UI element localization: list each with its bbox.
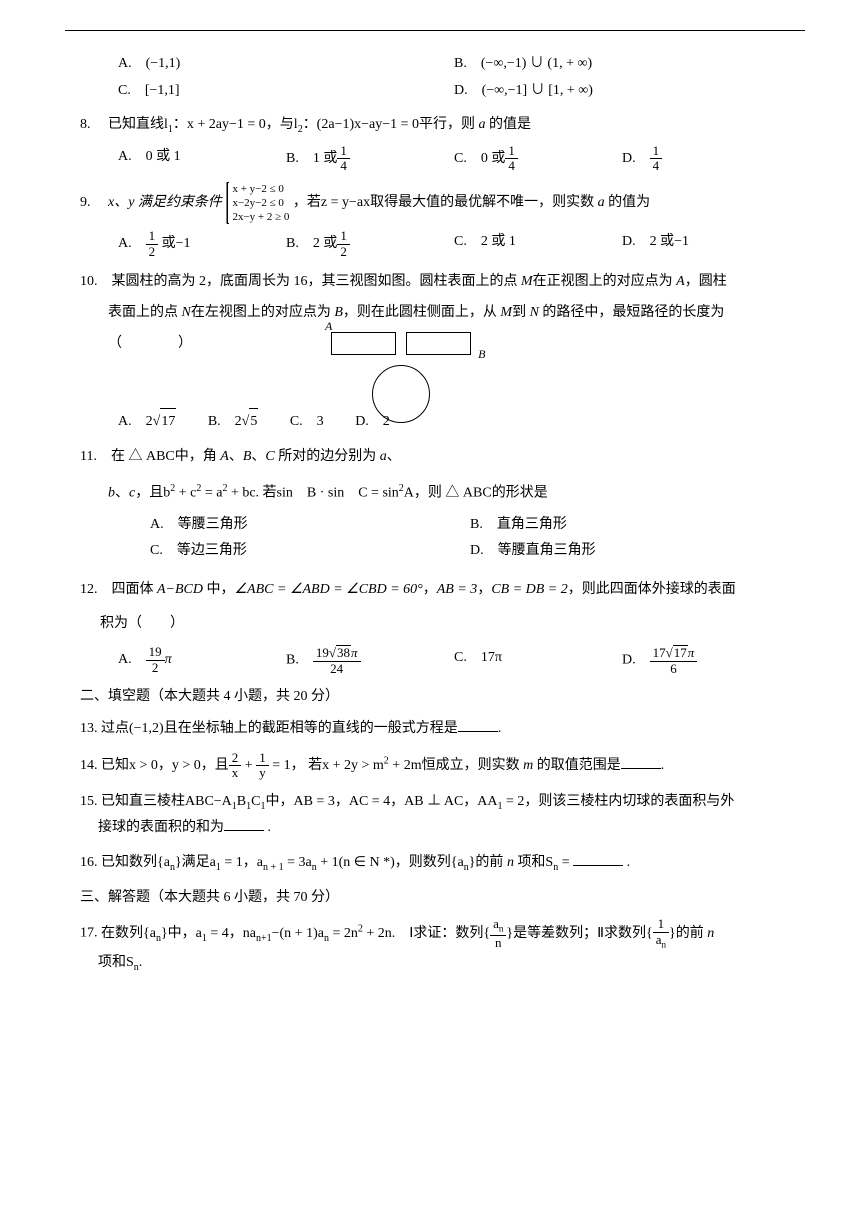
q10-opt-a: A. 217 bbox=[118, 414, 176, 429]
q15: 15. 已知直三棱柱ABC−A1B1C1中，AB = 3，AC = 4，AB ⊥… bbox=[80, 789, 790, 842]
q9-text: x、y 满足约束条件 x + y−2 ≤ 0 x−2y−2 ≤ 0 2x−y +… bbox=[108, 195, 650, 210]
q11-opt-d: D. 等腰直角三角形 bbox=[470, 538, 790, 565]
section-2-title: 二、填空题（本大题共 4 小题，共 20 分） bbox=[80, 684, 790, 711]
q11-opt-b: B. 直角三角形 bbox=[470, 512, 790, 539]
q14: 14. 已知x > 0，y > 0，且2x + 1y = 1， 若x + 2y … bbox=[80, 751, 790, 781]
q15-blank[interactable] bbox=[224, 817, 264, 831]
q10-opt-d: D. 2 bbox=[355, 414, 390, 429]
q16: 16. 已知数列{an}满足a1 = 1，an + 1 = 3an + 1(n … bbox=[80, 850, 790, 877]
q8-text4: 的值是 bbox=[486, 117, 532, 132]
q11-number: 11. bbox=[80, 444, 97, 471]
q9-opt-c: C. 2 或 1 bbox=[454, 229, 622, 259]
q7-options: A. (−1,1) B. (−∞,−1) ∪ (1, + ∞) C. [−1,1… bbox=[80, 51, 790, 104]
q8-text3: ：(2a−1)x−ay−1 = 0平行，则 bbox=[303, 117, 479, 132]
q11-opt-c: C. 等边三角形 bbox=[150, 538, 470, 565]
q11-opt-a: A. 等腰三角形 bbox=[150, 512, 470, 539]
q8: 8. 已知直线l1：x + 2ay−1 = 0，与l2：(2a−1)x−ay−1… bbox=[80, 112, 790, 173]
q10: 10. 某圆柱的高为 2，底面周长为 16，其三视图如图。圆柱表面上的点 M在正… bbox=[80, 267, 790, 436]
q10-label-a: A bbox=[325, 313, 332, 339]
q9-opt-a: A. 12 或−1 bbox=[118, 229, 286, 259]
q8-number: 8. bbox=[80, 112, 91, 139]
q11: 11. 在 △ ABC中，角 A、B、C 所对的边分别为 a、 b、c，且b2 … bbox=[80, 444, 790, 565]
q8-opt-b: B. 1 或14 bbox=[286, 144, 454, 174]
q8-opt-a: A. 0 或 1 bbox=[118, 144, 286, 174]
q7-opt-a: A. (−1,1) bbox=[118, 51, 454, 78]
q9: 9. x、y 满足约束条件 x + y−2 ≤ 0 x−2y−2 ≤ 0 2x−… bbox=[80, 182, 790, 259]
q12: 12. 四面体 A−BCD 中，∠ABC = ∠ABD = ∠CBD = 60°… bbox=[80, 573, 790, 676]
q12-line2: 积为（ ） bbox=[100, 607, 790, 641]
q10-opt-b: B. 25 bbox=[208, 414, 259, 429]
side-view-rect bbox=[406, 332, 471, 355]
header-rule bbox=[65, 30, 805, 31]
q13-blank[interactable] bbox=[458, 718, 498, 732]
q8-text: 已知直线l bbox=[108, 117, 168, 132]
q16-blank[interactable] bbox=[573, 852, 623, 866]
section-3-title: 三、解答题（本大题共 6 小题，共 70 分） bbox=[80, 885, 790, 912]
q17: 17. 在数列{an}中，a1 = 4，nan+1−(n + 1)an = 2n… bbox=[80, 917, 790, 977]
q10-opt-c: C. 3 bbox=[290, 414, 324, 429]
q8-text2: ：x + 2ay−1 = 0，与l bbox=[173, 117, 298, 132]
q14-blank[interactable] bbox=[621, 755, 661, 769]
q12-opt-a: A. 192π bbox=[118, 645, 286, 676]
q12-opt-c: C. 17π bbox=[454, 645, 622, 676]
q12-opt-d: D. 1717π6 bbox=[622, 645, 790, 676]
q12-number: 12. bbox=[80, 573, 98, 607]
q8-opt-c: C. 0 或14 bbox=[454, 144, 622, 174]
q10-label-b: B bbox=[478, 341, 485, 367]
q13: 13. 过点(−1,2)且在坐标轴上的截距相等的直线的一般式方程是. bbox=[80, 716, 790, 743]
q9-opt-b: B. 2 或12 bbox=[286, 229, 454, 259]
q8-opt-d: D. 14 bbox=[622, 144, 790, 174]
q7-opt-d: D. (−∞,−1] ∪ [1, + ∞) bbox=[454, 78, 790, 105]
q8-var: a bbox=[479, 117, 486, 132]
q12-opt-b: B. 1938π24 bbox=[286, 645, 454, 676]
q9-opt-d: D. 2 或−1 bbox=[622, 229, 790, 259]
front-view-rect bbox=[331, 332, 396, 355]
q7-opt-c: C. [−1,1] bbox=[118, 78, 454, 105]
q10-number: 10. bbox=[80, 267, 98, 298]
q7-opt-b: B. (−∞,−1) ∪ (1, + ∞) bbox=[454, 51, 790, 78]
q9-constraints: x + y−2 ≤ 0 x−2y−2 ≤ 0 2x−y + 2 ≥ 0 bbox=[227, 182, 289, 225]
q9-number: 9. bbox=[80, 190, 91, 217]
